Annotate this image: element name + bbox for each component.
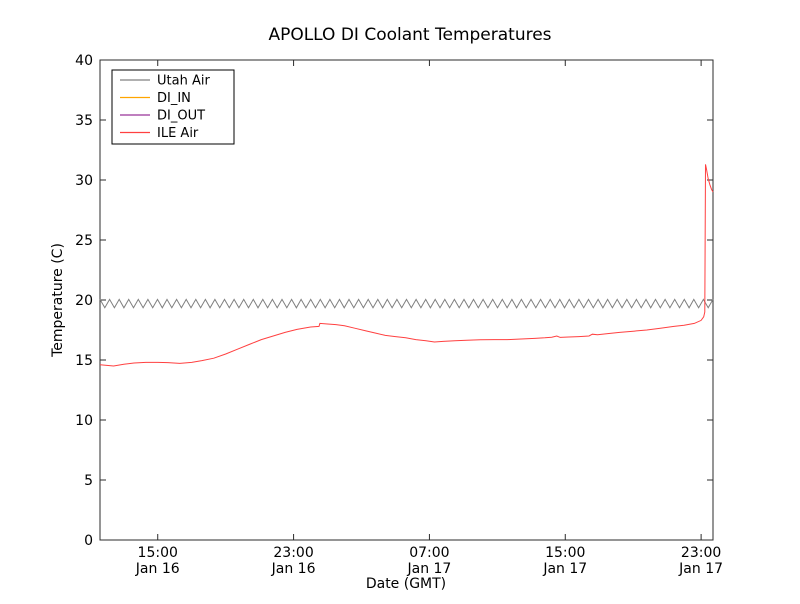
- legend-label: DI_IN: [157, 91, 191, 106]
- x-tick-label-date: Jan 16: [271, 561, 316, 577]
- x-tick-label-time: 23:00: [273, 545, 313, 561]
- series-line-ile-air: [99, 164, 714, 367]
- legend-label: Utah Air: [157, 74, 210, 89]
- y-tick-label: 5: [84, 473, 93, 489]
- legend: Utah Air DI_IN DI_OUT ILE Air: [111, 69, 235, 145]
- y-tick-label: 15: [75, 353, 93, 369]
- y-tick-label: 30: [75, 173, 93, 189]
- x-tick-label-time: 07:00: [409, 545, 449, 561]
- y-tick-label: 10: [75, 413, 93, 429]
- series-line-utah-air: [99, 298, 714, 309]
- y-tick-label: 20: [75, 293, 93, 309]
- x-tick-label-date: Jan 17: [678, 561, 723, 577]
- y-axis-label: Temperature (C): [50, 243, 66, 358]
- x-tick-label-time: 23:00: [681, 545, 721, 561]
- data-series: [99, 164, 714, 367]
- x-tick-label-date: Jan 16: [135, 561, 180, 577]
- y-tick-label: 35: [75, 113, 93, 129]
- x-tick-label-time: 15:00: [138, 545, 178, 561]
- x-axis-label: Date (GMT): [366, 576, 446, 592]
- legend-box: [111, 69, 235, 145]
- y-tick-label: 0: [84, 533, 93, 549]
- x-tick-label-date: Jan 17: [406, 561, 451, 577]
- legend-label: DI_OUT: [157, 109, 205, 124]
- legend-label: ILE Air: [157, 126, 199, 141]
- y-tick-label: 40: [75, 53, 93, 69]
- y-tick-label: 25: [75, 233, 93, 249]
- x-tick-label-date: Jan 17: [542, 561, 587, 577]
- chart-title: APOLLO DI Coolant Temperatures: [268, 25, 551, 45]
- x-tick-label-time: 15:00: [545, 545, 585, 561]
